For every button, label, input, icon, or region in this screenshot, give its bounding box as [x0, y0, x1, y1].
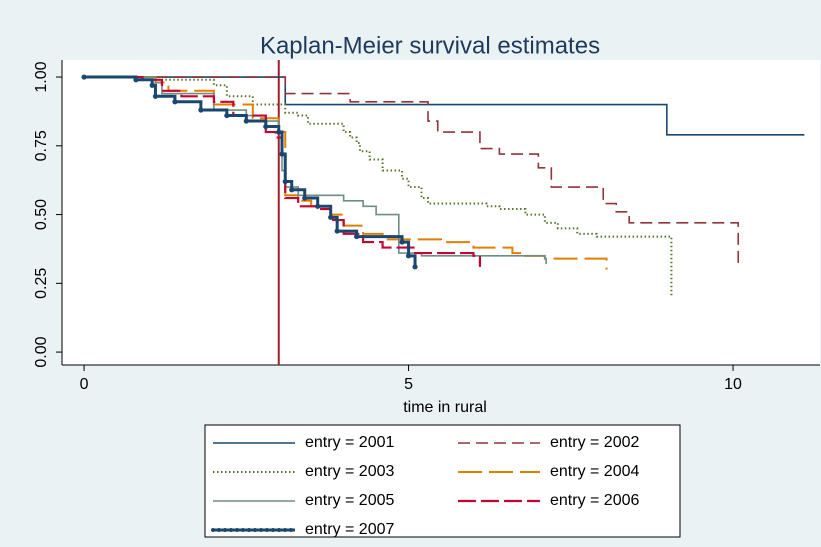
chart-title: Kaplan-Meier survival estimates: [260, 32, 600, 59]
x-tick-label: 10: [724, 376, 742, 393]
survival-marker: [172, 99, 178, 105]
legend-marker: [229, 528, 233, 532]
survival-marker: [279, 151, 285, 157]
survival-line: [84, 76, 673, 298]
survival-marker: [282, 178, 288, 185]
legend-marker: [217, 528, 221, 532]
survival-line: [84, 76, 740, 267]
legend-label: entry = 2006: [550, 492, 640, 509]
survival-marker: [405, 253, 412, 259]
survival-marker: [198, 107, 204, 113]
legend-label: entry = 2002: [550, 434, 640, 451]
legend-marker: [289, 528, 293, 532]
legend-marker: [241, 528, 245, 532]
legend-marker: [223, 528, 227, 532]
plot-area: [62, 60, 820, 365]
legend-marker: [235, 528, 239, 532]
legend-label: entry = 2007: [305, 521, 395, 538]
legend-marker: [259, 528, 263, 532]
legend-label: entry = 2005: [305, 492, 395, 509]
survival-marker: [81, 74, 87, 80]
legend-label: entry = 2004: [550, 463, 640, 480]
survival-marker: [399, 239, 405, 245]
x-axis-label: time in rural: [403, 399, 487, 416]
y-tick-label: 0.00: [33, 336, 50, 367]
survival-marker: [276, 129, 282, 135]
legend-label: entry = 2001: [305, 434, 395, 451]
survival-marker: [302, 195, 308, 201]
legend-marker: [277, 528, 281, 532]
x-tick-label: 0: [80, 376, 89, 393]
survival-marker: [243, 118, 249, 124]
y-tick-label: 0.50: [33, 199, 50, 230]
survival-marker: [152, 93, 159, 99]
survival-marker: [354, 233, 360, 240]
legend-marker: [283, 528, 287, 532]
legend-marker: [253, 528, 257, 532]
legend-marker: [211, 528, 215, 532]
legend-marker: [265, 528, 269, 532]
survival-marker: [412, 264, 418, 270]
survival-marker: [224, 112, 230, 119]
survival-marker: [149, 82, 155, 88]
y-tick-label: 1.00: [33, 61, 50, 92]
legend-marker: [271, 528, 275, 532]
survival-marker: [315, 203, 321, 209]
y-tick-label: 0.25: [33, 268, 50, 299]
x-tick-label: 5: [404, 376, 413, 393]
survival-marker: [289, 187, 295, 193]
legend-label: entry = 2003: [305, 463, 395, 480]
survival-marker: [334, 228, 340, 234]
survival-marker: [328, 214, 334, 220]
legend-marker: [247, 528, 251, 532]
survival-marker: [133, 77, 139, 83]
y-tick-label: 0.75: [33, 130, 50, 161]
survival-marker: [263, 123, 269, 130]
survival-line: [84, 75, 482, 267]
